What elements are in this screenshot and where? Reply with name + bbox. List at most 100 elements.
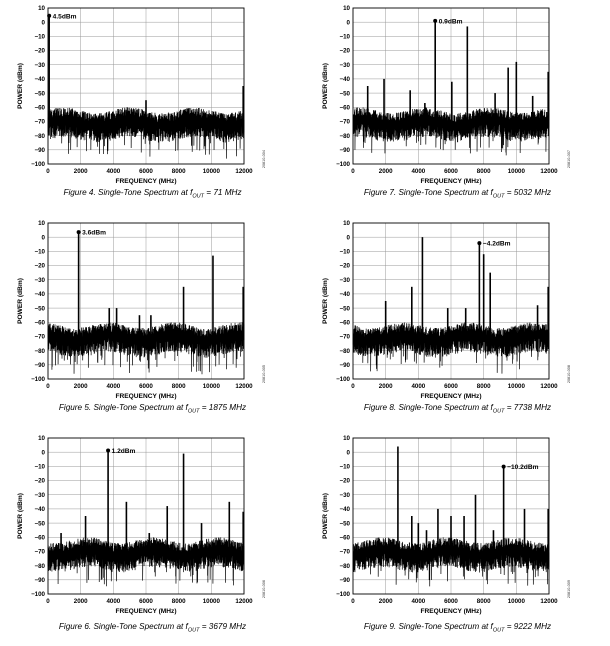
x-tick-label: 12000 [540, 168, 558, 175]
peak-marker-label: 4.5dBm [53, 13, 77, 20]
y-tick-label: 10 [38, 435, 45, 442]
x-tick-label: 10000 [508, 598, 526, 605]
y-tick-label: −90 [340, 147, 351, 154]
x-tick-label: 2000 [74, 383, 88, 390]
x-tick-label: 12000 [540, 383, 558, 390]
spectrum-chart-fig8: −4.2dBm 10 0 −10 −20 −30 −40 −50 −60 −70 −80 −90 −10… [322, 220, 558, 400]
y-tick-label: 0 [347, 19, 351, 26]
figure-code-fig5: 20810-005 [262, 365, 266, 384]
y-tick-label: −10 [35, 464, 46, 471]
y-tick-label: −80 [340, 133, 351, 140]
y-tick-label: −10 [340, 34, 351, 41]
x-tick-label: 2000 [379, 168, 393, 175]
caption-subscript: OUT [187, 408, 200, 415]
x-tick-label: 12000 [235, 598, 253, 605]
x-tick-label: 2000 [74, 598, 88, 605]
y-tick-label: −100 [31, 591, 45, 598]
y-tick-label: −70 [340, 549, 351, 556]
peak-marker [501, 464, 506, 469]
y-tick-label: −40 [35, 76, 46, 83]
y-tick-label: −30 [340, 62, 351, 69]
caption-subscript: OUT [492, 408, 505, 415]
peak-marker-label: −10.2dBm [507, 464, 538, 471]
y-tick-label: −60 [340, 534, 351, 541]
x-tick-label: 4000 [106, 598, 120, 605]
y-tick-label: −20 [340, 478, 351, 485]
y-tick-label: −50 [35, 305, 46, 312]
y-tick-label: −20 [35, 48, 46, 55]
peak-marker-label: 1.2dBm [112, 448, 136, 455]
y-tick-label: −90 [35, 147, 46, 154]
y-tick-label: 0 [347, 449, 351, 456]
y-tick-label: −30 [340, 277, 351, 284]
y-tick-label: −20 [340, 263, 351, 270]
y-tick-label: −30 [35, 62, 46, 69]
x-axis-title: FREQUENCY (MHz) [420, 178, 481, 185]
x-tick-label: 0 [46, 168, 50, 175]
x-tick-label: 4000 [106, 168, 120, 175]
y-tick-label: −10 [340, 249, 351, 256]
noise-floor-trace [352, 107, 550, 156]
x-axis-title: FREQUENCY (MHz) [115, 178, 176, 185]
caption-text-end: = 71 MHz [204, 188, 242, 197]
y-axis-title: POWER (dBm) [322, 63, 329, 109]
y-tick-label: −20 [340, 48, 351, 55]
x-tick-label: 0 [46, 383, 50, 390]
y-tick-label: −50 [35, 90, 46, 97]
x-tick-label: 0 [351, 168, 355, 175]
y-tick-label: −100 [336, 161, 350, 168]
x-tick-label: 0 [351, 598, 355, 605]
caption-text: Figure 9. Single-Tone Spectrum at f [363, 622, 493, 631]
x-tick-label: 4000 [106, 383, 120, 390]
plot-frame [352, 7, 550, 165]
y-tick-label: −40 [35, 291, 46, 298]
caption-text: Figure 7. Single-Tone Spectrum at f [363, 188, 493, 197]
x-tick-label: 8000 [172, 168, 186, 175]
y-tick-label: −20 [35, 478, 46, 485]
y-tick-label: −30 [35, 492, 46, 499]
x-tick-label: 4000 [411, 383, 425, 390]
y-tick-label: −80 [35, 563, 46, 570]
peak-marker [433, 18, 438, 23]
x-tick-label: 4000 [411, 598, 425, 605]
y-tick-label: −70 [340, 334, 351, 341]
x-tick-label: 6000 [444, 598, 458, 605]
x-axis-title: FREQUENCY (MHz) [115, 393, 176, 400]
caption-text: Figure 5. Single-Tone Spectrum at f [58, 403, 188, 412]
x-tick-label: 10000 [203, 168, 221, 175]
y-tick-label: −60 [35, 104, 46, 111]
figure-code-fig7: 20810-007 [567, 150, 571, 169]
y-tick-label: −40 [340, 506, 351, 513]
y-tick-label: −100 [31, 376, 45, 383]
y-axis-title: POWER (dBm) [17, 63, 24, 109]
x-tick-label: 10000 [203, 598, 221, 605]
chart-panel-fig9: −10.2dBm 10 0 −10 −20 −30 −40 −50 −60 −70 −80 −90 −1… [305, 430, 610, 645]
x-axis-title: FREQUENCY (MHz) [420, 608, 481, 615]
spectrum-chart-fig5: 3.6dBm 10 0 −10 −20 −30 −40 −50 −60 −70 −80 −90 −100… [17, 220, 253, 400]
y-tick-label: −60 [35, 534, 46, 541]
y-tick-label: −80 [340, 563, 351, 570]
figure-caption-fig5: Figure 5. Single-Tone Spectrum at fOUT =… [0, 403, 305, 415]
peak-marker-label: −4.2dBm [483, 241, 511, 248]
figure-caption-fig9: Figure 9. Single-Tone Spectrum at fOUT =… [305, 622, 610, 634]
caption-text: Figure 8. Single-Tone Spectrum at f [363, 403, 493, 412]
figure-code-fig4: 20810-004 [262, 150, 266, 169]
chart-panel-fig4: 4.5dBm 10 0 −10 −20 −30 −40 −50 −60 −70 −80 −90 −100… [0, 0, 305, 215]
chart-panel-fig7: 0.9dBm 10 0 −10 −20 −30 −40 −50 −60 −70 −80 −90 −100… [305, 0, 610, 215]
y-tick-label: −80 [340, 348, 351, 355]
y-tick-label: −100 [336, 376, 350, 383]
y-tick-label: −80 [35, 133, 46, 140]
plot-frame [352, 222, 550, 380]
y-tick-label: −10 [340, 464, 351, 471]
caption-text: Figure 4. Single-Tone Spectrum at f [63, 188, 193, 197]
plot-frame [352, 437, 550, 595]
plot-frame [47, 7, 245, 165]
x-tick-label: 6000 [444, 168, 458, 175]
peak-marker-label: 0.9dBm [439, 18, 463, 25]
y-tick-label: 10 [343, 435, 350, 442]
x-tick-label: 6000 [139, 168, 153, 175]
x-tick-label: 12000 [235, 168, 253, 175]
y-tick-label: −40 [340, 76, 351, 83]
x-tick-label: 8000 [172, 383, 186, 390]
x-tick-label: 0 [351, 383, 355, 390]
